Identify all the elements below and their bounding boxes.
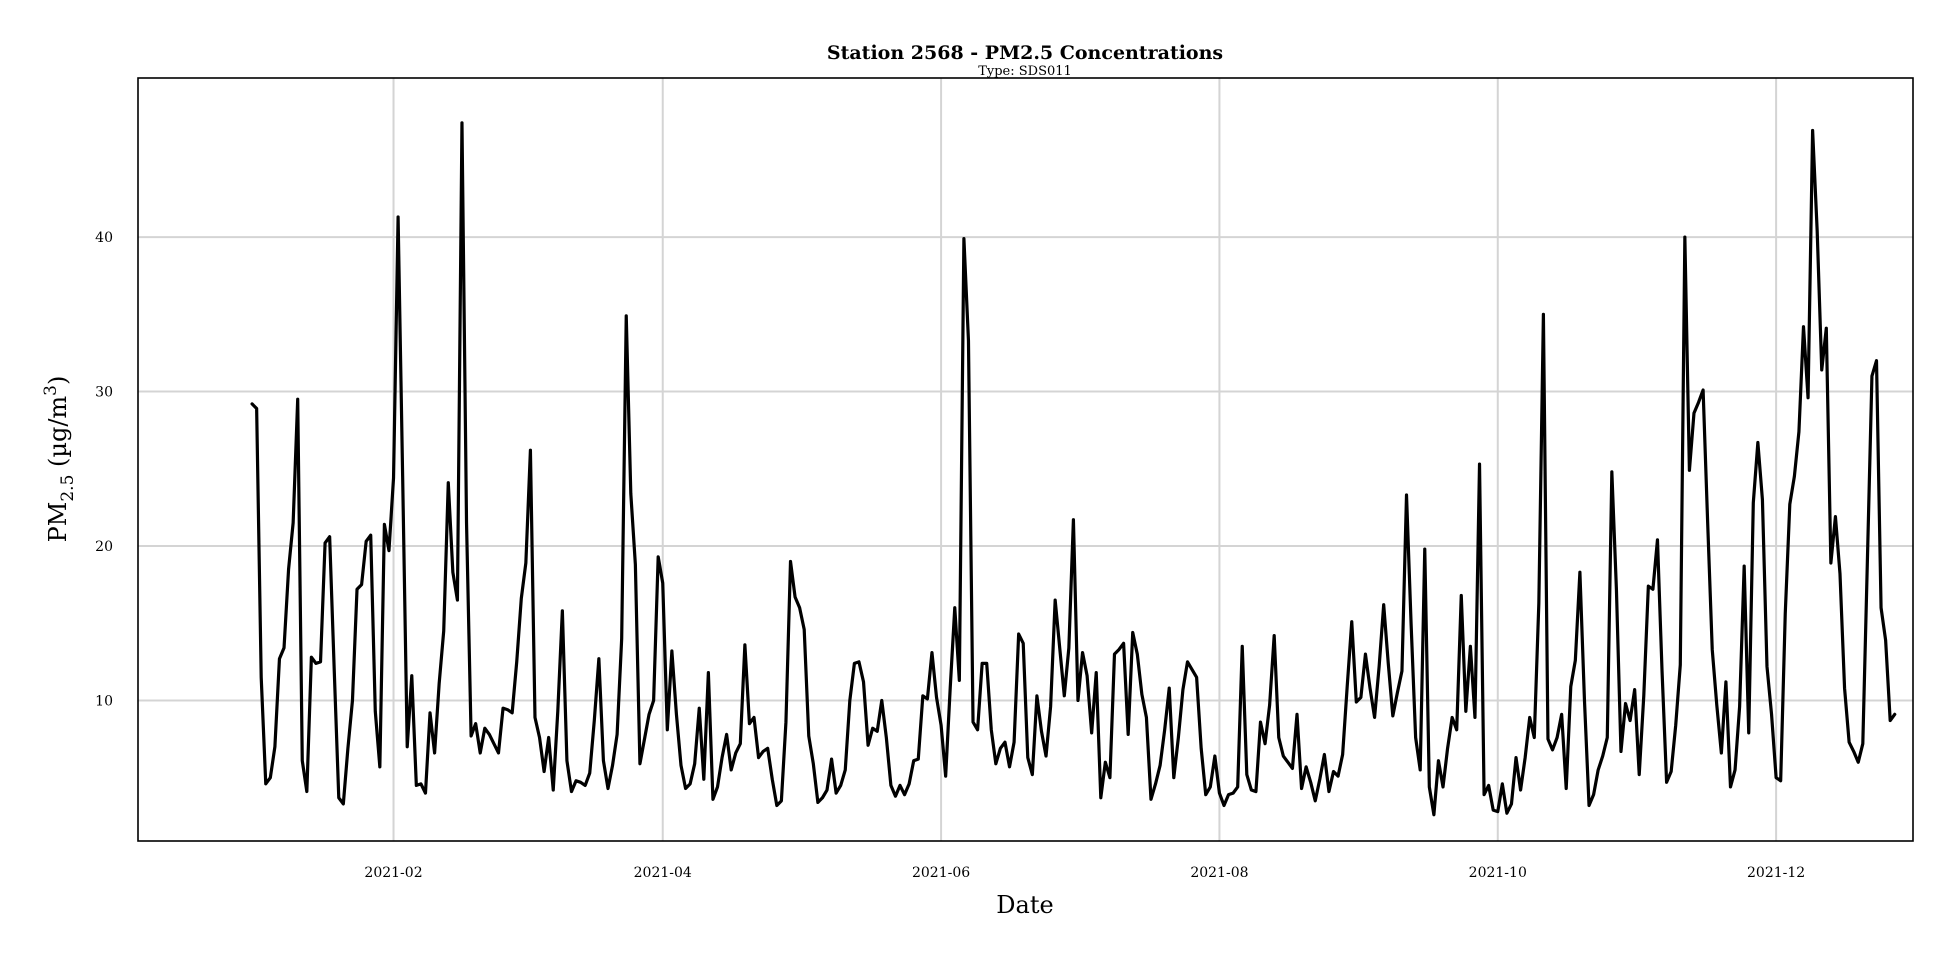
y-tick-label: 10 [95, 693, 113, 709]
y-axis-label-base: PM [44, 502, 72, 543]
x-tick-label: 2021-02 [364, 865, 422, 881]
plot-frame [137, 77, 1914, 842]
x-axis-label: Date [996, 891, 1053, 919]
y-axis-label-superscript: 3 [41, 385, 61, 396]
y-tick-label: 30 [95, 385, 113, 401]
y-axis-label-unit-close: ) [44, 376, 72, 385]
x-tick-label: 2021-08 [1190, 865, 1248, 881]
x-tick-label: 2021-12 [1747, 865, 1805, 881]
x-tick-label: 2021-10 [1469, 865, 1527, 881]
chart-title: Station 2568 - PM2.5 Concentrations [827, 42, 1223, 64]
x-tick-label: 2021-06 [912, 865, 970, 881]
y-axis-label-unit-open: (µg/m [44, 396, 72, 475]
y-tick-label: 40 [95, 230, 113, 246]
y-tick-label: 20 [95, 539, 113, 555]
y-axis-label-subscript: 2.5 [58, 475, 78, 502]
pm25-series-line [250, 121, 1897, 817]
x-tick-label: 2021-04 [634, 865, 692, 881]
y-axis-label: PM2.5 (µg/m3) [41, 376, 78, 543]
tick-label-layer: 2021-02 2021-04 2021-06 2021-08 2021-10 2021-… [95, 230, 1805, 881]
chart-subtitle: Type: SDS011 [978, 64, 1072, 79]
